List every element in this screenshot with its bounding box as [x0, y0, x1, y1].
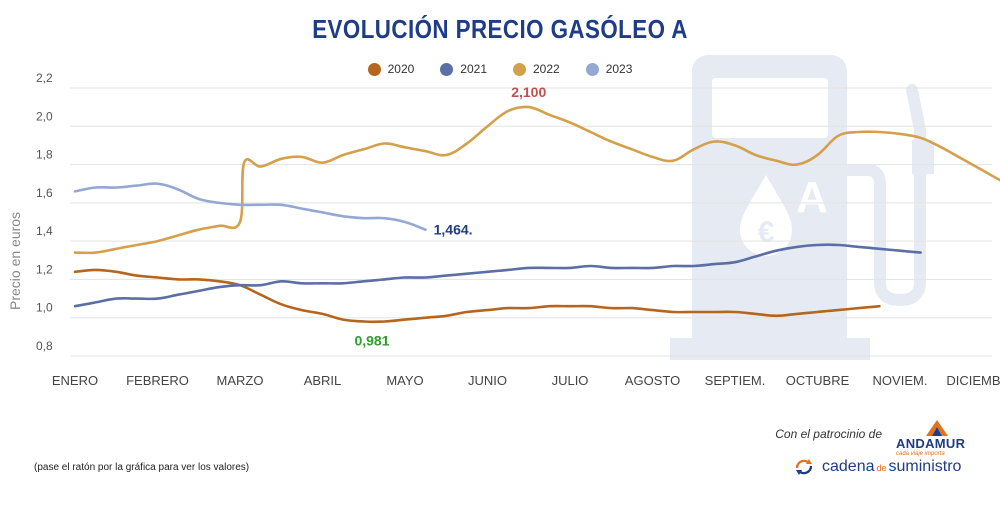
annotations: 2,100 0,981 1,464.	[354, 84, 546, 348]
series-line-2021[interactable]	[73, 243, 922, 308]
brand-name: ANDAMUR	[896, 436, 966, 451]
x-tick-label: MAYO	[386, 373, 423, 388]
legend-label: 2021	[460, 62, 487, 76]
x-tick-label: ABRIL	[304, 373, 342, 388]
chart-title: EVOLUCIÓN PRECIO GASÓLEO A	[312, 14, 688, 44]
x-tick-label: JULIO	[552, 373, 589, 388]
x-tick-label: NOVIEM.	[873, 373, 928, 388]
annotation-label: 2,100	[511, 84, 546, 100]
y-tick-label: 2,0	[36, 109, 53, 123]
legend-label: 2023	[605, 62, 633, 76]
logo-small-text: de	[876, 463, 887, 473]
x-tick-label: AGOSTO	[625, 373, 680, 388]
x-tick-label: DICIEMBRE	[946, 373, 1000, 388]
legend-swatch	[585, 62, 599, 76]
x-tick-label: FEBRERO	[126, 373, 189, 388]
y-tick-label: 0,8	[36, 339, 53, 353]
legend-swatch	[440, 62, 454, 76]
legend-item-2020[interactable]: 2020	[367, 62, 415, 76]
pump-display	[712, 78, 828, 138]
brand-tagline: cada viaje importa	[896, 451, 945, 457]
legend: 2020 2021 2022 2023	[0, 62, 1000, 76]
series-line-2023[interactable]	[73, 182, 427, 231]
drop-shape	[740, 175, 792, 256]
x-tick-label: MARZO	[217, 373, 264, 388]
y-tick-label: 1,8	[36, 148, 53, 162]
legend-item-2022[interactable]: 2022	[513, 62, 560, 76]
y-tick-label: 1,4	[36, 224, 53, 238]
x-tick-label: ENERO	[52, 373, 98, 388]
y-tick-label: 2,2	[36, 71, 53, 85]
x-tick-label: JUNIO	[468, 373, 507, 388]
pump-hose	[841, 84, 926, 307]
x-tick-label: SEPTIEM.	[705, 373, 766, 388]
y-axis-label: Precio en euros	[7, 212, 23, 310]
andamur-logo[interactable]: ANDAMUR cada viaje importa	[896, 420, 978, 457]
x-tick-labels: ENERO FEBRERO MARZO ABRIL MAYO JUNIO JULIO AGOS…	[52, 373, 1000, 388]
legend-item-2021[interactable]: 2021	[440, 62, 487, 76]
legend-label: 2020	[387, 62, 415, 76]
x-tick-label: OCTUBRE	[786, 373, 850, 388]
logo-end-text: suministro	[888, 458, 962, 475]
andamur-a-icon	[926, 420, 948, 436]
pump-base	[670, 338, 870, 360]
fuel-pump-icon: €A	[670, 55, 934, 360]
legend-item-2023[interactable]: 2023	[585, 62, 633, 76]
sponsor-label: Con el patrocinio de	[775, 427, 882, 441]
cadena-de-suministro-logo[interactable]: cadena de suministro	[794, 458, 961, 476]
y-tick-label: 1,0	[36, 301, 53, 315]
legend-label: 2022	[533, 62, 560, 76]
series-line-2020[interactable]	[73, 268, 881, 324]
legend-swatch	[513, 62, 526, 76]
pump-nozzle	[912, 140, 934, 174]
euro-glyph: €	[758, 216, 775, 249]
series-line-2022[interactable]	[73, 105, 1000, 255]
y-tick-label: 1,6	[36, 186, 53, 200]
series-lines[interactable]	[73, 105, 1000, 324]
annotation-label: 0,981	[354, 332, 389, 348]
logo-main-text: cadena	[822, 458, 875, 475]
hover-note: (pase el ratón por la gráfica para ver l…	[34, 462, 250, 473]
y-tick-label: 1,2	[36, 262, 53, 276]
letter-a-glyph: A	[796, 173, 828, 222]
annotation-label: 1,464.	[434, 222, 473, 238]
y-tick-labels: 0,8 1,0 1,2 1,4 1,6 1,8 2,0 2,2	[36, 71, 53, 353]
legend-swatch	[367, 62, 381, 76]
grid-lines	[70, 87, 992, 357]
cadena-arrows-icon	[795, 459, 813, 475]
